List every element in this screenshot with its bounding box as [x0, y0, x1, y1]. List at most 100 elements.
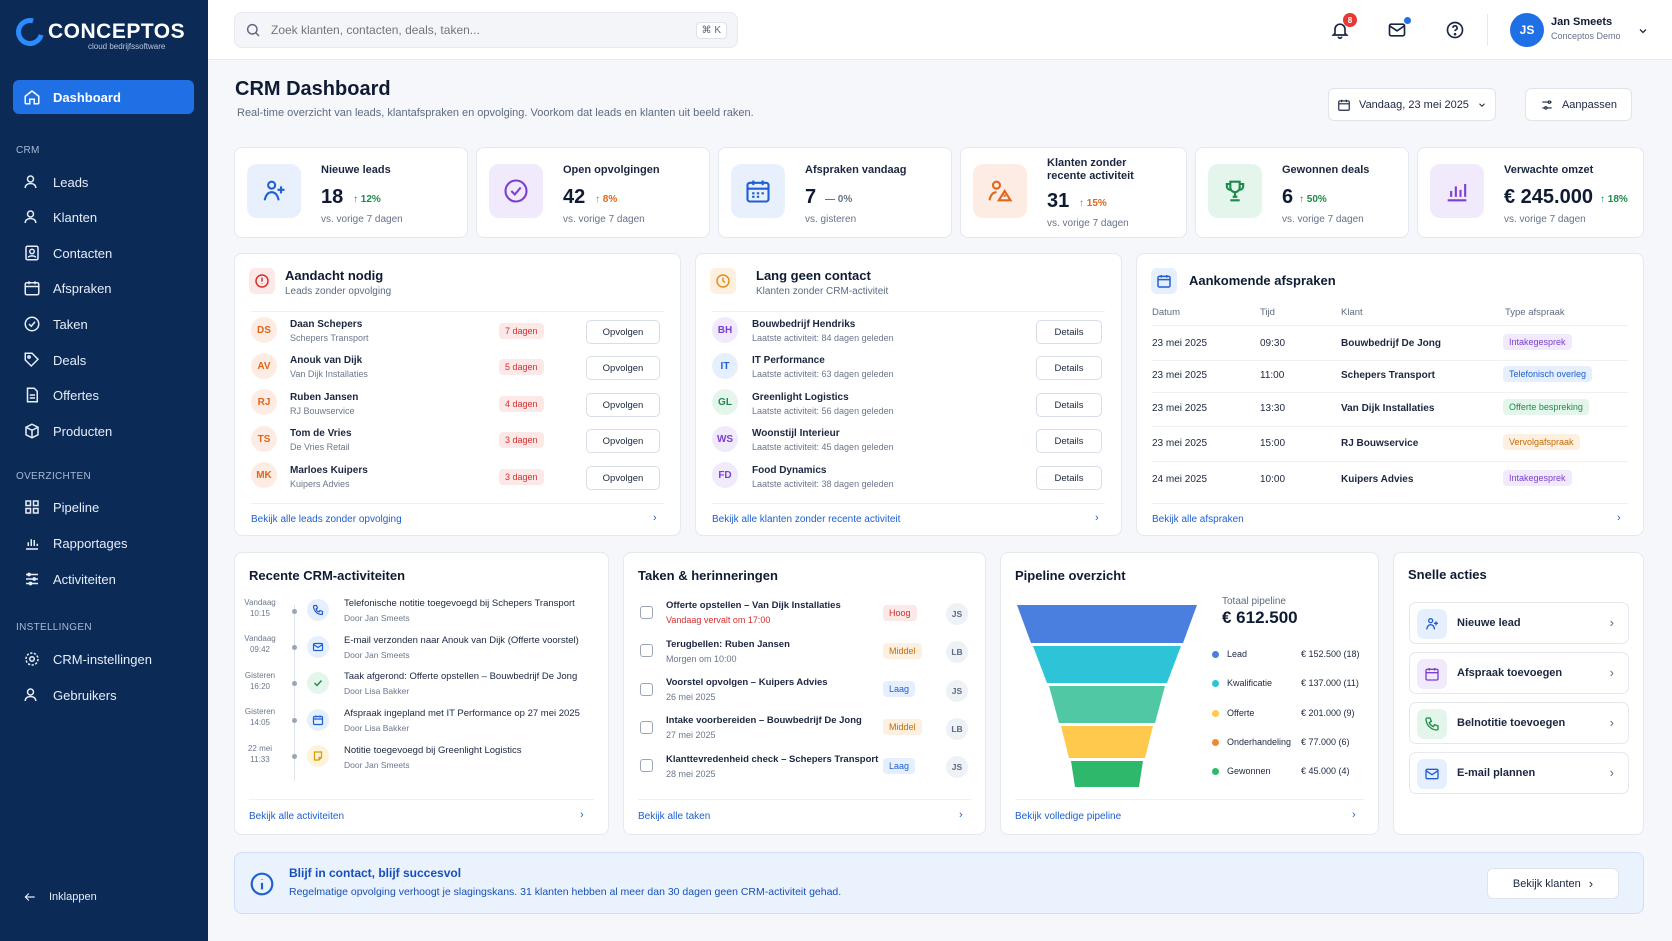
- appt-client[interactable]: Schepers Transport: [1341, 370, 1435, 381]
- task-checkbox[interactable]: [640, 644, 653, 657]
- activity-text[interactable]: Taak afgerond: Offerte opstellen – Bouwb…: [344, 671, 578, 682]
- kpi-card-inactive-clients[interactable]: Klanten zonder recente activiteit 31 ↑ 1…: [960, 147, 1187, 238]
- follow-up-button[interactable]: Opvolgen: [586, 393, 660, 417]
- kpi-card-appointments-today[interactable]: Afspraken vandaag 7 — 0% vs. gisteren: [718, 147, 952, 238]
- date-picker-button[interactable]: Vandaag, 23 mei 2025: [1328, 88, 1496, 121]
- quick-action-call-note[interactable]: Belnotitie toevoegen ›: [1409, 702, 1629, 744]
- chevron-right-icon[interactable]: ›: [653, 512, 657, 524]
- appt-client[interactable]: Bouwbedrijf De Jong: [1341, 338, 1441, 349]
- sidebar-item-producten[interactable]: Producten: [13, 414, 194, 448]
- search-input[interactable]: [271, 23, 686, 37]
- activity-icon-bg: [307, 636, 329, 658]
- quick-action-add-appointment[interactable]: Afspraak toevoegen ›: [1409, 652, 1629, 694]
- sidebar-item-taken[interactable]: Taken: [13, 307, 194, 341]
- sidebar-item-klanten[interactable]: Klanten: [13, 200, 194, 234]
- sidebar-item-afspraken[interactable]: Afspraken: [13, 271, 194, 305]
- task-title[interactable]: Terugbellen: Ruben Jansen: [666, 639, 790, 650]
- view-all-leads-link[interactable]: Bekijk alle leads zonder opvolging: [251, 514, 402, 525]
- chevron-right-icon[interactable]: ›: [1617, 512, 1621, 524]
- task-checkbox[interactable]: [640, 759, 653, 772]
- kpi-card-open-followups[interactable]: Open opvolgingen 42 ↑ 8% vs. vorige 7 da…: [476, 147, 710, 238]
- kpi-icon-bg: [973, 164, 1027, 218]
- client-name[interactable]: IT Performance: [752, 355, 825, 366]
- kpi-card-expected-revenue[interactable]: Verwachte omzet € 245.000 ↑ 18% vs. vori…: [1417, 147, 1644, 238]
- sidebar-item-leads[interactable]: Leads: [13, 165, 194, 199]
- activity-text[interactable]: E-mail verzonden naar Anouk van Dijk (Of…: [344, 635, 579, 646]
- details-button[interactable]: Details: [1036, 466, 1102, 490]
- task-checkbox[interactable]: [640, 721, 653, 734]
- details-button[interactable]: Details: [1036, 393, 1102, 417]
- sidebar-item-contacten[interactable]: Contacten: [13, 236, 194, 270]
- activity-text[interactable]: Notitie toegevoegd bij Greenlight Logist…: [344, 745, 522, 756]
- help-button[interactable]: [1443, 18, 1467, 42]
- follow-up-button[interactable]: Opvolgen: [586, 356, 660, 380]
- task-title[interactable]: Intake voorbereiden – Bouwbedrijf De Jon…: [666, 715, 862, 726]
- sidebar-item-label: Producten: [53, 423, 113, 439]
- customize-label: Aanpassen: [1561, 98, 1618, 111]
- brand-logo[interactable]: CONCEPTOS: [10, 12, 185, 52]
- messages-button[interactable]: [1385, 17, 1411, 42]
- kpi-title: Klanten zonder: [1047, 157, 1127, 169]
- task-title[interactable]: Offerte opstellen – Van Dijk Installatie…: [666, 600, 841, 611]
- lead-name[interactable]: Anouk van Dijk: [290, 355, 363, 366]
- user-avatar[interactable]: JS: [1510, 13, 1544, 47]
- view-clients-button[interactable]: Bekijk klanten ›: [1487, 868, 1619, 899]
- appt-client[interactable]: RJ Bouwservice: [1341, 438, 1419, 449]
- customize-button[interactable]: Aanpassen: [1525, 88, 1632, 121]
- sidebar-item-deals[interactable]: Deals: [13, 343, 194, 377]
- quick-icon-bg: [1417, 759, 1447, 789]
- chevron-right-icon[interactable]: ›: [959, 809, 963, 821]
- appt-client[interactable]: Van Dijk Installaties: [1341, 403, 1435, 414]
- follow-up-button[interactable]: Opvolgen: [586, 429, 660, 453]
- follow-up-button[interactable]: Opvolgen: [586, 466, 660, 490]
- view-all-activities-link[interactable]: Bekijk alle activiteiten: [249, 811, 345, 822]
- quick-action-schedule-email[interactable]: E-mail plannen ›: [1409, 752, 1629, 794]
- quick-action-new-lead[interactable]: Nieuwe lead ›: [1409, 602, 1629, 644]
- kpi-card-new-leads[interactable]: Nieuwe leads 18 ↑ 12% vs. vorige 7 dagen: [234, 147, 468, 238]
- global-search[interactable]: ⌘ K: [234, 12, 738, 48]
- sidebar-item-pipeline[interactable]: Pipeline: [13, 490, 194, 524]
- activity-icon-bg: [307, 599, 329, 621]
- divider: [712, 311, 1105, 312]
- details-button[interactable]: Details: [1036, 320, 1102, 344]
- appt-client[interactable]: Kuipers Advies: [1341, 474, 1414, 485]
- task-checkbox[interactable]: [640, 683, 653, 696]
- sidebar-item-rapportages[interactable]: Rapportages: [13, 526, 194, 560]
- details-button[interactable]: Details: [1036, 429, 1102, 453]
- view-all-inactive-link[interactable]: Bekijk alle klanten zonder recente activ…: [712, 514, 901, 525]
- sidebar-item-dashboard[interactable]: Dashboard: [13, 80, 194, 114]
- details-button[interactable]: Details: [1036, 356, 1102, 380]
- view-full-pipeline-link[interactable]: Bekijk volledige pipeline: [1015, 811, 1122, 822]
- kpi-icon-bg: [1208, 164, 1262, 218]
- client-name[interactable]: Food Dynamics: [752, 465, 827, 476]
- chevron-down-icon[interactable]: [1637, 25, 1649, 37]
- sidebar-item-crm-instellingen[interactable]: CRM-instellingen: [13, 642, 194, 676]
- task-title[interactable]: Voorstel opvolgen – Kuipers Advies: [666, 677, 828, 688]
- chevron-right-icon[interactable]: ›: [1352, 809, 1356, 821]
- sidebar-item-offertes[interactable]: Offertes: [13, 378, 194, 412]
- lead-name[interactable]: Ruben Jansen: [290, 392, 359, 403]
- sidebar-item-gebruikers[interactable]: Gebruikers: [13, 678, 194, 712]
- activity-text[interactable]: Telefonische notitie toegevoegd bij Sche…: [344, 598, 575, 609]
- chevron-right-icon[interactable]: ›: [580, 809, 584, 821]
- activity-icon-bg: [307, 672, 329, 694]
- notifications-button[interactable]: 8: [1328, 13, 1357, 42]
- activity-text[interactable]: Afspraak ingepland met IT Performance op…: [344, 708, 580, 719]
- kpi-card-won-deals[interactable]: Gewonnen deals 6 ↑ 50% vs. vorige 7 dage…: [1195, 147, 1409, 238]
- task-checkbox[interactable]: [640, 606, 653, 619]
- view-all-appointments-link[interactable]: Bekijk alle afspraken: [1152, 514, 1244, 525]
- collapse-sidebar-button[interactable]: Inklappen: [13, 880, 194, 914]
- user-name[interactable]: Jan Smeets: [1551, 16, 1613, 28]
- lead-name[interactable]: Daan Schepers: [290, 319, 363, 330]
- view-all-tasks-link[interactable]: Bekijk alle taken: [638, 811, 711, 822]
- sidebar-item-activiteiten[interactable]: Activiteiten: [13, 562, 194, 596]
- client-name[interactable]: Bouwbedrijf Hendriks: [752, 319, 856, 330]
- chevron-right-icon[interactable]: ›: [1095, 512, 1099, 524]
- lead-name[interactable]: Marloes Kuipers: [290, 465, 368, 476]
- task-title[interactable]: Klanttevredenheid check – Schepers Trans…: [666, 754, 879, 765]
- follow-up-button[interactable]: Opvolgen: [586, 320, 660, 344]
- client-name[interactable]: Woonstijl Interieur: [752, 428, 840, 439]
- legend-dot: [1212, 710, 1219, 717]
- client-name[interactable]: Greenlight Logistics: [752, 392, 849, 403]
- lead-name[interactable]: Tom de Vries: [290, 428, 352, 439]
